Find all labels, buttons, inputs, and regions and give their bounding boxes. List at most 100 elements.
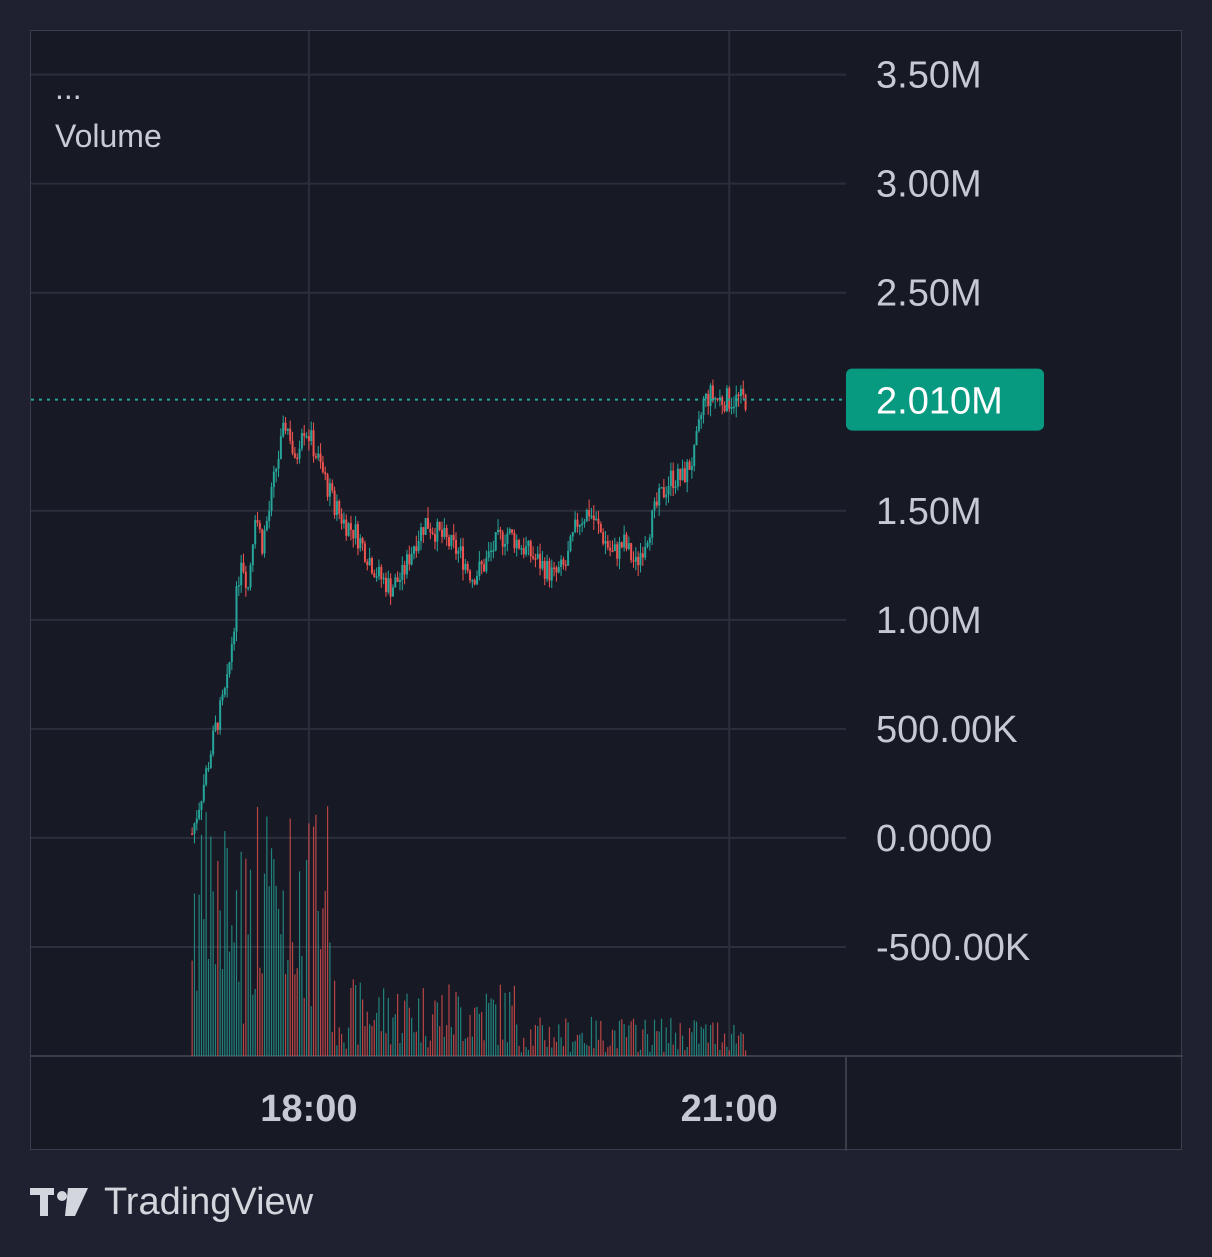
candle-body	[387, 578, 390, 593]
volume-bar	[214, 964, 217, 1056]
volume-bar	[397, 993, 399, 1056]
candle-body	[623, 534, 626, 548]
candle-body	[613, 544, 616, 551]
candle-body	[265, 521, 268, 531]
volume-bar	[340, 1033, 343, 1056]
candle-body	[380, 566, 383, 580]
candle-body	[588, 510, 591, 517]
volume-bar	[429, 1040, 431, 1056]
candle-body	[604, 540, 607, 544]
candle-body	[557, 566, 560, 573]
volume-bar	[642, 1029, 644, 1056]
candle-body	[230, 644, 233, 663]
candle-body	[625, 534, 628, 549]
candle-body	[249, 565, 252, 588]
candle-body	[494, 532, 497, 551]
candle-body	[602, 532, 605, 544]
candle-body	[599, 523, 602, 533]
volume-bar	[714, 1043, 716, 1056]
chart-svg[interactable]: 2.010M 3.50M 3.00M 2.50M 1.50M 1.00M 500.00K 0…	[31, 31, 1183, 1151]
candle-body	[506, 533, 509, 544]
candle-body	[560, 559, 563, 567]
candle-body	[441, 529, 444, 537]
candle-body	[697, 419, 700, 432]
volume-bar	[422, 988, 424, 1056]
candle-body	[307, 436, 310, 441]
volume-bar	[611, 1029, 614, 1056]
candle-body	[445, 527, 448, 538]
candle-body	[716, 398, 719, 400]
volume-bar	[518, 1045, 520, 1056]
candle-body	[585, 510, 588, 522]
volume-bar	[319, 949, 322, 1056]
candle-body	[370, 558, 373, 574]
volume-bar	[705, 1024, 707, 1056]
volume-bar	[670, 1017, 672, 1056]
candle-body	[700, 415, 703, 420]
volume-bar	[707, 1042, 709, 1056]
legend-menu[interactable]: ...	[55, 70, 82, 106]
candle-body	[317, 453, 320, 458]
volume-bar	[193, 893, 196, 1056]
candle-body	[669, 470, 672, 487]
candle-body	[499, 529, 502, 533]
volume-bar	[532, 1045, 534, 1056]
candle-body	[532, 556, 535, 559]
volume-bar	[597, 1039, 600, 1056]
volume-bar	[338, 1027, 340, 1056]
volume-bar	[268, 886, 270, 1056]
candle-body	[293, 453, 296, 458]
volume-bar	[700, 1026, 702, 1056]
volume-bar	[291, 942, 294, 1056]
candle-body	[637, 556, 640, 566]
candle-body	[289, 428, 292, 441]
volume-bar	[667, 1043, 670, 1056]
candle-body	[342, 519, 345, 524]
candle-body	[490, 550, 493, 552]
tradingview-wordmark[interactable]: TradingView	[104, 1180, 314, 1223]
volume-bar	[413, 1032, 415, 1056]
candle-body	[487, 551, 490, 558]
volume-bar	[273, 859, 275, 1056]
volume-bar	[301, 956, 303, 1056]
candle-body	[412, 546, 415, 554]
candle-body	[286, 428, 289, 431]
volume-bar	[294, 974, 296, 1056]
candle-body	[662, 487, 665, 498]
volume-bar	[600, 1020, 602, 1056]
volume-bar	[362, 999, 364, 1056]
candle-body	[431, 532, 434, 535]
candle-body	[321, 462, 324, 473]
volume-bar	[329, 942, 331, 1056]
candle-body	[569, 536, 572, 551]
candle-body	[646, 542, 649, 547]
candle-body	[497, 529, 500, 533]
volume-bar	[289, 818, 291, 1056]
volume-bar	[625, 1037, 628, 1056]
volume-bar	[716, 1022, 719, 1056]
candle-body	[536, 553, 539, 559]
volume-bar	[324, 890, 326, 1056]
volume-bar	[263, 873, 266, 1056]
candle-body	[515, 540, 518, 549]
candle-body	[527, 540, 530, 547]
candle-body	[212, 730, 215, 755]
candle-body	[419, 527, 422, 542]
tradingview-logo-icon[interactable]	[30, 1184, 90, 1220]
volume-bar	[513, 985, 515, 1056]
volume-bar	[511, 1005, 513, 1056]
candle-body	[279, 436, 282, 459]
volume-bar	[672, 1044, 674, 1056]
chart-panel[interactable]: 2.010M 3.50M 3.00M 2.50M 1.50M 1.00M 500.00K 0…	[30, 30, 1183, 1151]
volume-bar	[474, 1007, 476, 1056]
candle-body	[548, 560, 551, 581]
candle-body	[452, 534, 455, 540]
candle-body	[382, 577, 385, 580]
candle-body	[200, 801, 203, 810]
volume-bar	[635, 1024, 637, 1056]
volume-bar	[644, 1019, 646, 1056]
candle-body	[347, 523, 350, 536]
candle-body	[335, 501, 338, 516]
candle-body	[300, 433, 303, 449]
candle-body	[627, 543, 630, 549]
